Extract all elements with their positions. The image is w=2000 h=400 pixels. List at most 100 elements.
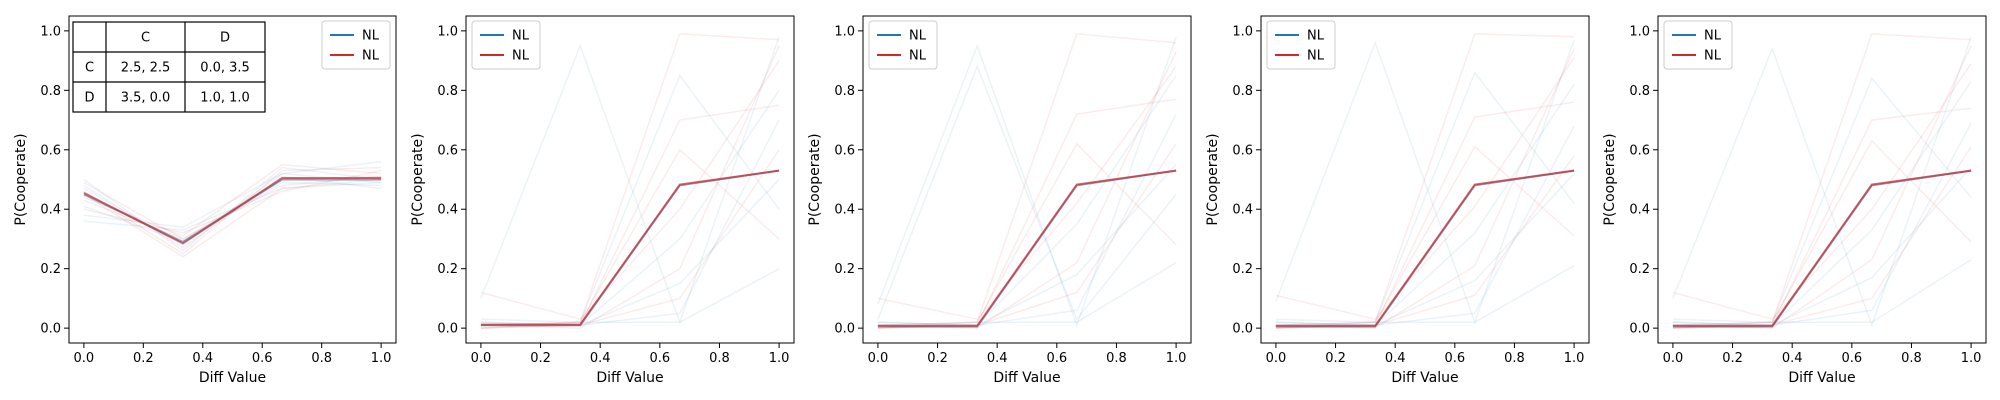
trace-line — [877, 262, 1177, 326]
x-tick-label: 0.6 — [252, 351, 273, 366]
x-tick-label: 0.4 — [192, 351, 213, 366]
table-cell: 1.0, 1.0 — [200, 91, 250, 106]
y-tick-label: 0.6 — [1232, 143, 1253, 158]
y-tick-label: 0.2 — [40, 262, 61, 277]
trace-line — [1672, 63, 1972, 321]
trace-line — [1275, 48, 1575, 329]
legend-label: NL — [512, 49, 530, 64]
payoff-table: C DC 2.5, 2.5 0.0, 3.5D 3.5, 0.0 1.0, 1.0 — [72, 21, 266, 113]
table-col-header: C — [141, 31, 150, 46]
legend-label: NL — [512, 29, 530, 44]
series-line-2 — [83, 177, 382, 245]
trace-line — [1672, 259, 1972, 326]
table-cell: 0.0, 3.5 — [200, 61, 250, 76]
trace-line — [1672, 76, 1972, 323]
legend-box — [1266, 20, 1336, 70]
plot-frame — [465, 15, 795, 344]
y-tick-label: 0.0 — [1232, 322, 1253, 337]
trace-line — [1672, 33, 1972, 326]
table-row-header: C — [85, 61, 94, 76]
trace-line — [480, 104, 780, 329]
x-tick-label: 0.0 — [1663, 351, 1684, 366]
x-tick-label: 0.8 — [709, 351, 730, 366]
chart-panel-3: 0.0 0.2 0.4 0.6 0.8 1.0 0.0 0.2 0.4 0.6 0.8 1.0 Diff… — [807, 15, 1192, 386]
trace-line — [877, 66, 1177, 321]
trace-line — [1275, 33, 1575, 326]
y-tick-label: 0.4 — [834, 203, 855, 218]
plot-frame — [1260, 15, 1590, 344]
x-tick-label: 0.2 — [1722, 351, 1743, 366]
x-tick-label: 0.8 — [1504, 351, 1525, 366]
y-tick-label: 0.8 — [40, 84, 61, 99]
table-col-header: D — [220, 31, 230, 46]
x-tick-label: 1.0 — [1564, 351, 1585, 366]
trace-line — [83, 181, 382, 258]
plot-frame — [68, 15, 397, 344]
trace-line — [1275, 57, 1575, 321]
table-cell: 2.5, 2.5 — [121, 61, 171, 76]
legend-box — [1663, 20, 1733, 70]
legend-label: NL — [1307, 29, 1325, 44]
trace-line — [83, 175, 382, 249]
x-axis-label: Diff Value — [199, 370, 266, 386]
x-tick-label: 0.8 — [1901, 351, 1922, 366]
y-tick-label: 0.6 — [437, 143, 458, 158]
series-line-2 — [480, 169, 780, 326]
y-tick-label: 0.2 — [437, 262, 458, 277]
trace-line — [83, 166, 382, 252]
trace-line — [1275, 145, 1575, 329]
y-tick-label: 0.0 — [1629, 322, 1650, 337]
chart-panel-2: 0.0 0.2 0.4 0.6 0.8 1.0 0.0 0.2 0.4 0.6 0.8 1.0 Diff… — [410, 15, 795, 386]
table-row-header: D — [84, 91, 94, 106]
trace-line — [480, 268, 780, 326]
x-tick-label: 0.2 — [530, 351, 551, 366]
trace-line — [83, 163, 382, 237]
trace-line — [83, 166, 382, 255]
chart-panel-4: 0.0 0.2 0.4 0.6 0.8 1.0 0.0 0.2 0.4 0.6 0.8 1.0 Diff… — [1205, 15, 1590, 386]
x-tick-label: 0.0 — [868, 351, 889, 366]
x-tick-label: 0.4 — [987, 351, 1008, 366]
y-axis-label: P(Cooperate) — [13, 133, 29, 225]
series-line-1 — [1672, 169, 1972, 328]
x-tick-label: 0.4 — [1782, 351, 1803, 366]
x-axis-label: Diff Value — [1391, 370, 1458, 386]
legend-box — [321, 20, 391, 70]
series-line-2 — [1275, 169, 1575, 327]
x-tick-label: 0.6 — [1841, 351, 1862, 366]
x-tick-label: 0.8 — [1106, 351, 1127, 366]
trace-line — [1275, 125, 1575, 326]
trace-line — [83, 178, 382, 231]
table-frame — [72, 21, 266, 113]
legend-label: NL — [909, 29, 927, 44]
y-tick-label: 0.4 — [437, 203, 458, 218]
trace-line — [877, 33, 1177, 326]
y-tick-label: 0.0 — [834, 322, 855, 337]
x-axis-label: Diff Value — [596, 370, 663, 386]
x-tick-label: 0.6 — [1046, 351, 1067, 366]
trace-line — [480, 36, 780, 325]
y-tick-label: 0.6 — [40, 143, 61, 158]
x-tick-label: 0.0 — [1266, 351, 1287, 366]
trace-line — [480, 60, 780, 321]
trace-line — [1672, 122, 1972, 326]
y-tick-label: 0.4 — [40, 203, 61, 218]
legend-label: NL — [909, 49, 927, 64]
trace-line — [877, 75, 1177, 326]
trace-line — [1275, 265, 1575, 326]
legend-label: NL — [362, 29, 380, 44]
x-tick-label: 0.8 — [311, 351, 332, 366]
x-tick-label: 1.0 — [1961, 351, 1982, 366]
trace-line — [83, 160, 382, 228]
y-tick-label: 0.8 — [1629, 84, 1650, 99]
trace-line — [1275, 70, 1575, 323]
y-tick-label: 1.0 — [437, 24, 458, 39]
y-tick-label: 1.0 — [1629, 24, 1650, 39]
y-tick-label: 0.8 — [834, 84, 855, 99]
y-axis-label: P(Cooperate) — [1205, 133, 1221, 225]
y-tick-label: 0.8 — [437, 84, 458, 99]
chart-panel-1: 0.0 0.2 0.4 0.6 0.8 1.0 0.0 0.2 0.4 0.6 0.8 1.0 Diff… — [13, 15, 397, 386]
trace-line — [1275, 101, 1575, 329]
x-tick-label: 0.6 — [1444, 351, 1465, 366]
series-line-2 — [1672, 169, 1972, 327]
